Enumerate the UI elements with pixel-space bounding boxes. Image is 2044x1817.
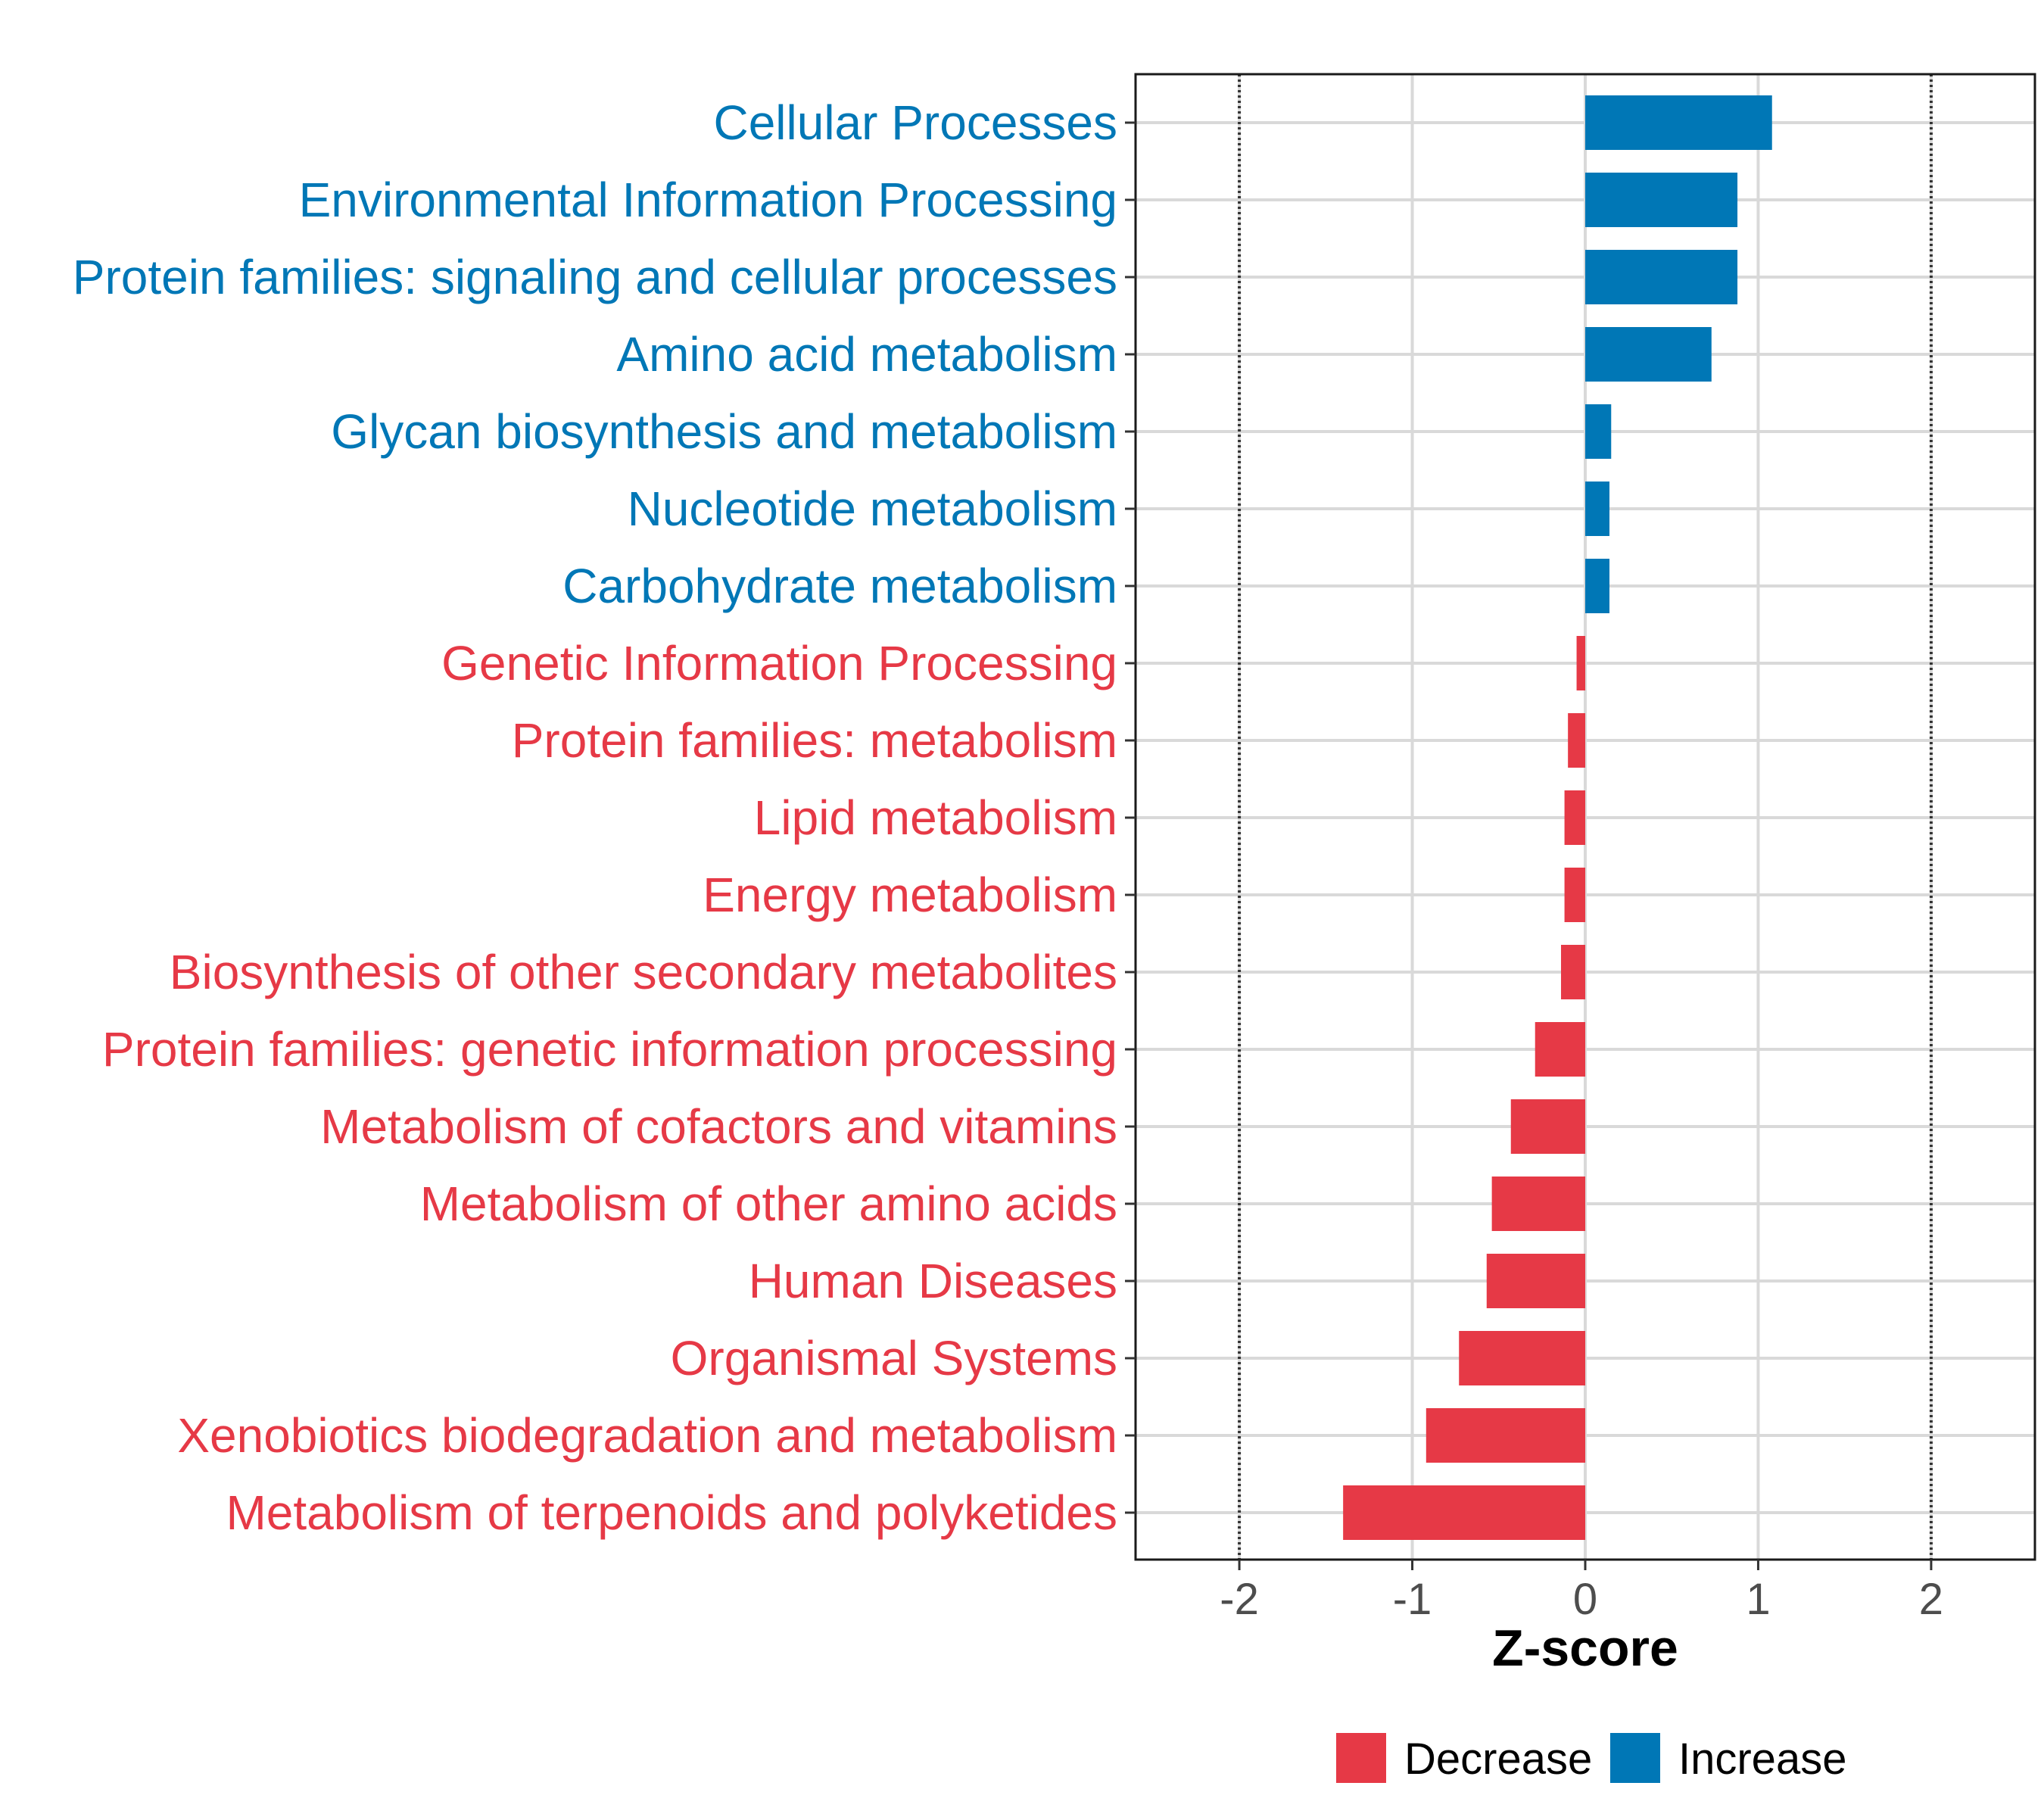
category-label: Metabolism of terpenoids and polyketides	[226, 1485, 1117, 1540]
reference-lines	[1238, 74, 1933, 1560]
category-label: Environmental Information Processing	[299, 173, 1117, 227]
category-label: Carbohydrate metabolism	[562, 559, 1117, 613]
bar	[1535, 1022, 1585, 1077]
bar	[1564, 868, 1585, 922]
bar	[1486, 1254, 1585, 1308]
x-axis-title: Z-score	[1492, 1619, 1678, 1677]
legend-key-increase	[1610, 1733, 1660, 1783]
category-label: Xenobiotics biodegradation and metabolis…	[177, 1408, 1117, 1463]
x-tick-label: -2	[1220, 1575, 1259, 1624]
category-label: Amino acid metabolism	[616, 327, 1117, 382]
category-label: Biosynthesis of other secondary metaboli…	[170, 945, 1117, 999]
x-axis-ticks: -2 -1 0 1 2	[1220, 1560, 1943, 1624]
category-label: Nucleotide metabolism	[628, 482, 1117, 536]
category-label: Protein families: genetic information pr…	[102, 1022, 1117, 1077]
legend: Decrease Increase	[1336, 1733, 1846, 1784]
bar	[1585, 250, 1738, 304]
y-axis-ticks	[1125, 121, 1136, 1514]
bar	[1564, 790, 1585, 845]
category-label: Metabolism of cofactors and vitamins	[320, 1099, 1117, 1154]
bar	[1459, 1331, 1585, 1385]
category-label: Protein families: signaling and cellular…	[73, 250, 1117, 304]
category-label: Energy metabolism	[703, 868, 1117, 922]
bar	[1585, 482, 1609, 536]
bar	[1585, 404, 1612, 459]
y-axis-category-labels: Cellular Processes Environmental Informat…	[73, 95, 1117, 1540]
bar	[1426, 1408, 1585, 1463]
category-label: Cellular Processes	[713, 95, 1117, 150]
bar	[1585, 327, 1712, 382]
x-tick-label: -1	[1393, 1575, 1432, 1624]
legend-label-increase: Increase	[1678, 1734, 1846, 1784]
bars	[1343, 95, 1772, 1540]
x-tick-label: 2	[1919, 1575, 1943, 1624]
bar	[1491, 1177, 1585, 1231]
category-label: Protein families: metabolism	[512, 713, 1117, 768]
bar	[1585, 173, 1738, 227]
bar	[1585, 559, 1609, 613]
bar	[1585, 95, 1772, 150]
category-label: Lipid metabolism	[754, 790, 1117, 845]
category-label: Glycan biosynthesis and metabolism	[331, 404, 1117, 459]
category-label: Human Diseases	[749, 1254, 1117, 1308]
legend-key-decrease	[1336, 1733, 1386, 1783]
x-tick-label: 1	[1746, 1575, 1770, 1624]
category-label: Genetic Information Processing	[441, 636, 1117, 690]
category-label: Organismal Systems	[671, 1331, 1117, 1385]
category-label: Metabolism of other amino acids	[420, 1177, 1117, 1231]
x-tick-label: 0	[1573, 1575, 1597, 1624]
bar	[1510, 1099, 1585, 1154]
bar	[1561, 945, 1585, 999]
legend-label-decrease: Decrease	[1404, 1734, 1592, 1784]
bar	[1568, 713, 1585, 768]
bar	[1576, 636, 1585, 690]
bar	[1343, 1485, 1585, 1540]
